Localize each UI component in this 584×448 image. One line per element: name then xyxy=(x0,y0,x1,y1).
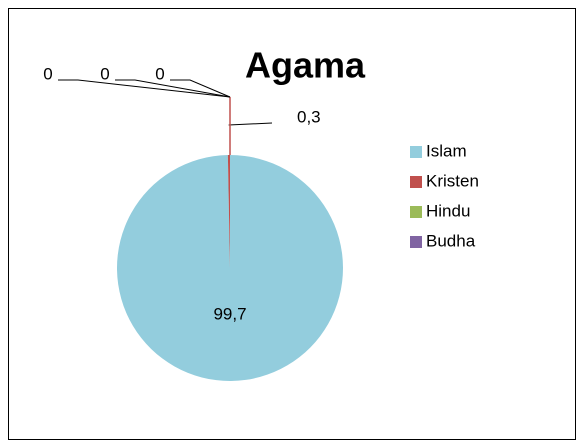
legend-swatch xyxy=(410,146,422,158)
leader-line xyxy=(228,122,273,126)
legend-label: Kristen xyxy=(426,171,479,190)
legend-swatch xyxy=(410,236,422,248)
chart-title: Agama xyxy=(245,45,366,86)
leader-line xyxy=(170,79,231,98)
pie-slice xyxy=(227,155,230,268)
legend-swatch xyxy=(410,176,422,188)
data-label: 99,7 xyxy=(213,304,246,323)
leader-line xyxy=(58,79,231,98)
leader-line xyxy=(115,79,231,98)
data-label: 0 xyxy=(43,64,52,83)
data-label: 0 xyxy=(155,64,164,83)
legend-swatch xyxy=(410,206,422,218)
legend-label: Islam xyxy=(426,141,467,160)
pie-slice xyxy=(116,155,343,382)
legend-label: Budha xyxy=(426,231,476,250)
data-label: 0 xyxy=(100,64,109,83)
data-label: 0,3 xyxy=(297,107,321,126)
legend-label: Hindu xyxy=(426,201,470,220)
